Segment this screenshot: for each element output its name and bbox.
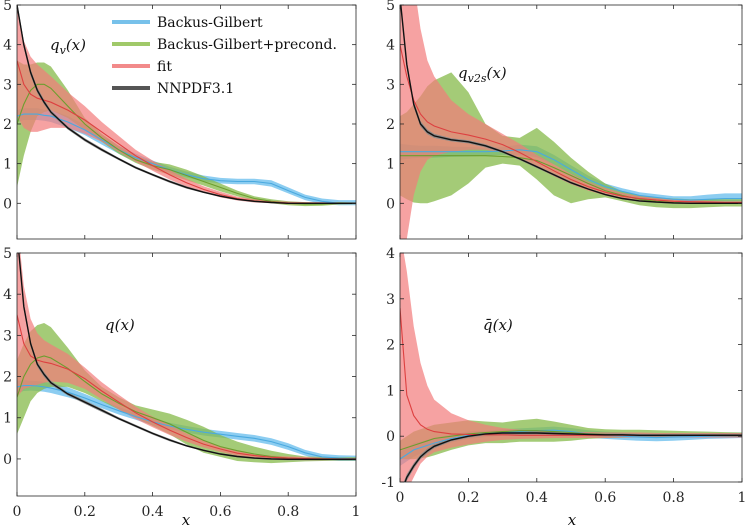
y-tick-label: 0 bbox=[3, 196, 12, 212]
series-band-bg bbox=[17, 380, 356, 461]
panel-4-label: q̄(x) bbox=[483, 316, 513, 334]
panel-2-label: qv2s(x) bbox=[458, 64, 507, 85]
x-tick-label: 0 bbox=[396, 490, 405, 506]
x-tick-label: 0.6 bbox=[209, 504, 231, 520]
series-line-bg bbox=[17, 385, 356, 460]
panel-1-axes-box bbox=[16, 4, 357, 240]
legend-label: NNPDF3.1 bbox=[157, 81, 234, 97]
y-tick-label: 1 bbox=[3, 157, 12, 173]
y-tick-label: -1 bbox=[381, 475, 395, 491]
y-tick-label: 4 bbox=[3, 287, 12, 303]
y-tick-label: 3 bbox=[386, 292, 395, 308]
legend-entry-nn: NNPDF3.1 bbox=[112, 81, 234, 97]
y-tick-label: 1 bbox=[386, 383, 395, 399]
legend-entry-fit: fit bbox=[112, 59, 172, 75]
x-tick-label: 1 bbox=[738, 490, 747, 506]
y-tick-label: 3 bbox=[3, 328, 12, 344]
legend-label: fit bbox=[157, 59, 172, 75]
y-tick-label: 0 bbox=[3, 452, 12, 468]
series-line-nn bbox=[404, 432, 742, 482]
panel-3-label: q(x) bbox=[105, 316, 135, 334]
panel-3-axes-box bbox=[16, 252, 357, 497]
legend-entry-bg: Backus-Gilbert bbox=[112, 15, 263, 31]
series-line-bg bbox=[400, 149, 742, 201]
y-tick-label: 3 bbox=[386, 77, 395, 93]
x-tick-label: 0 bbox=[13, 504, 22, 520]
legend-label: Backus-Gilbert bbox=[157, 15, 263, 31]
y-tick-label: 4 bbox=[386, 246, 395, 262]
x-axis-label: x bbox=[568, 511, 577, 529]
y-tick-label: 0 bbox=[386, 196, 395, 212]
series-band-fit bbox=[400, 5, 742, 239]
x-tick-label: 0.2 bbox=[74, 504, 96, 520]
series-line-nn bbox=[18, 253, 356, 460]
series-line-bg bbox=[400, 429, 742, 460]
x-axis-label: x bbox=[182, 511, 191, 529]
panel-4-axes-box bbox=[399, 252, 743, 483]
panel-4-plot-area bbox=[400, 253, 742, 482]
series-band-bg bbox=[17, 108, 356, 206]
panel-3: 0 1 2 3 4 5 0 0.2 0.4 0.6 0.8 1 q(x) bbox=[3, 246, 361, 520]
series-band-bgp bbox=[17, 60, 356, 207]
x-tick-label: 0.4 bbox=[141, 504, 163, 520]
x-tick-label: 1 bbox=[352, 504, 361, 520]
panel-1: 0 1 2 3 4 5 qv(x) bbox=[3, 0, 357, 240]
legend-label: Backus-Gilbert+precond. bbox=[157, 37, 337, 53]
series-band-fit bbox=[400, 253, 742, 482]
x-tick-label: 0.2 bbox=[457, 490, 479, 506]
y-tick-label: 2 bbox=[386, 117, 395, 133]
y-tick-label: 5 bbox=[3, 246, 12, 262]
panels-layer: 0 1 2 3 4 5 qv(x) 0 1 2 3 4 5 qv2s(x) 0 1 2 3 4 5 0 0.2 0.4 0.6… bbox=[3, 0, 746, 520]
y-tick-label: 5 bbox=[386, 0, 395, 14]
y-tick-label: 3 bbox=[3, 77, 12, 93]
panel-1-label: qv(x) bbox=[50, 36, 86, 57]
series-line-bg bbox=[17, 113, 356, 204]
y-tick-label: 4 bbox=[3, 38, 12, 54]
x-tick-label: 0.4 bbox=[526, 490, 548, 506]
legend: Backus-Gilbert Backus-Gilbert+precond. fit… bbox=[112, 15, 337, 97]
y-tick-label: 0 bbox=[386, 429, 395, 445]
panel-1-plot-area bbox=[17, 5, 356, 207]
series-line-nn bbox=[400, 5, 742, 204]
y-tick-label: 2 bbox=[3, 370, 12, 386]
panel-2: 0 1 2 3 4 5 qv2s(x) bbox=[386, 0, 743, 240]
x-tick-label: 0.8 bbox=[662, 490, 684, 506]
x-tick-label: 0.6 bbox=[594, 490, 616, 506]
y-tick-label: 4 bbox=[386, 38, 395, 54]
y-tick-label: 1 bbox=[386, 157, 395, 173]
series-line-fit bbox=[400, 44, 742, 204]
series-line-nn bbox=[17, 5, 356, 204]
series-line-fit bbox=[17, 314, 356, 460]
x-tick-label: 0.8 bbox=[277, 504, 299, 520]
legend-entry-bgp: Backus-Gilbert+precond. bbox=[112, 37, 337, 53]
y-tick-label: 2 bbox=[3, 117, 12, 133]
y-tick-label: 1 bbox=[3, 411, 12, 427]
panel-3-plot-area bbox=[17, 253, 356, 464]
y-tick-label: 2 bbox=[386, 338, 395, 354]
panel-2-axes-box bbox=[399, 4, 743, 240]
y-tick-label: 5 bbox=[3, 0, 12, 14]
panel-2-plot-area bbox=[400, 5, 742, 239]
